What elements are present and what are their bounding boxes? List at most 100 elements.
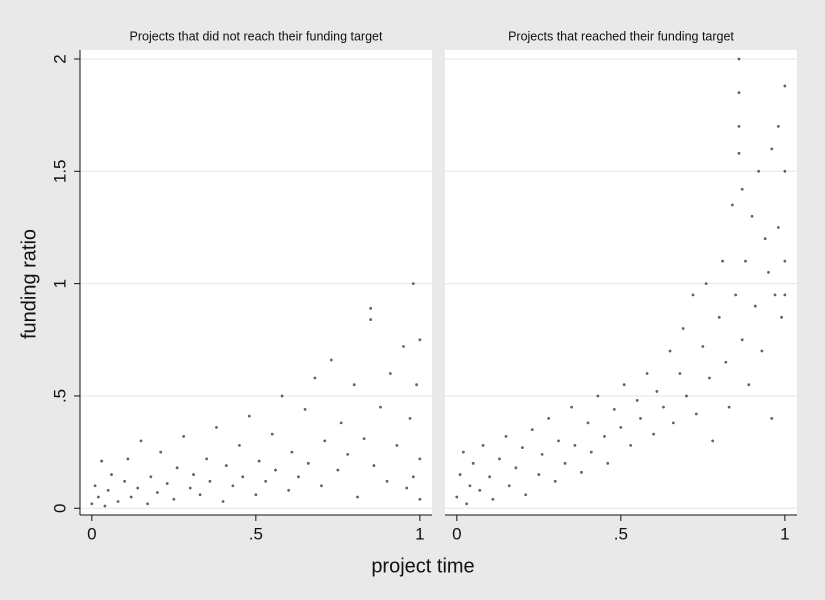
- point: [369, 318, 373, 321]
- y-tick-label: .5: [50, 389, 69, 403]
- point: [557, 439, 560, 443]
- point: [767, 270, 770, 274]
- point: [740, 187, 744, 191]
- point: [639, 417, 642, 420]
- point: [570, 405, 574, 409]
- point: [652, 432, 656, 436]
- point: [90, 502, 94, 506]
- point: [671, 421, 675, 425]
- point: [685, 394, 688, 398]
- point: [662, 405, 665, 409]
- point: [606, 461, 610, 465]
- point: [553, 479, 557, 483]
- point: [356, 495, 359, 499]
- point: [257, 459, 261, 463]
- point: [329, 358, 333, 362]
- y-tick-label: 0: [50, 504, 69, 513]
- point: [123, 479, 127, 483]
- panel-title: Projects that did not reach their fundin…: [130, 29, 383, 43]
- y-tick-label: 2: [50, 54, 69, 63]
- y-axis-label: funding ratio: [18, 229, 40, 339]
- point: [478, 488, 482, 492]
- point: [411, 282, 415, 286]
- point: [507, 484, 511, 488]
- point: [418, 338, 422, 342]
- point: [521, 446, 524, 450]
- point: [737, 91, 741, 95]
- point: [455, 495, 459, 499]
- point: [320, 484, 323, 488]
- point: [411, 475, 415, 479]
- plot-area: [445, 50, 797, 515]
- point: [93, 484, 97, 488]
- point: [783, 259, 787, 263]
- point: [156, 491, 159, 494]
- plot-area: [80, 50, 432, 515]
- point: [537, 473, 541, 476]
- point: [622, 383, 626, 387]
- point: [776, 226, 780, 229]
- point: [297, 475, 300, 479]
- point: [241, 475, 245, 479]
- point: [215, 425, 218, 429]
- point: [655, 390, 659, 393]
- point: [727, 405, 731, 409]
- point: [408, 417, 412, 420]
- point: [126, 457, 130, 461]
- x-tick-label: 1: [415, 524, 424, 543]
- point: [471, 461, 475, 465]
- point: [701, 345, 705, 348]
- point: [717, 315, 721, 319]
- point: [770, 147, 774, 151]
- point: [488, 475, 492, 479]
- point: [524, 493, 528, 497]
- point: [129, 495, 133, 499]
- x-tick-label: 1: [780, 524, 789, 543]
- point: [402, 345, 405, 348]
- point: [530, 428, 534, 432]
- point: [388, 372, 392, 375]
- point: [270, 432, 274, 436]
- point: [724, 360, 728, 364]
- point: [753, 304, 757, 308]
- point: [547, 417, 551, 420]
- point: [514, 466, 518, 470]
- point: [465, 502, 469, 506]
- panel-title: Projects that reached their funding targ…: [508, 29, 734, 43]
- point: [737, 151, 741, 155]
- point: [563, 461, 567, 465]
- point: [580, 470, 583, 474]
- point: [737, 124, 741, 128]
- point: [708, 376, 711, 380]
- x-tick-label: .5: [249, 524, 263, 543]
- point: [763, 237, 767, 241]
- point: [175, 466, 179, 470]
- point: [182, 434, 186, 438]
- point: [704, 282, 708, 286]
- point: [224, 464, 228, 467]
- point: [458, 473, 462, 476]
- point: [274, 468, 277, 472]
- point: [139, 439, 143, 443]
- point: [165, 482, 169, 485]
- point: [303, 408, 307, 411]
- point: [776, 124, 780, 128]
- point: [780, 315, 783, 319]
- point: [468, 484, 472, 488]
- point: [287, 488, 291, 492]
- point: [264, 479, 268, 483]
- point: [205, 457, 209, 461]
- point: [747, 383, 751, 387]
- point: [254, 493, 258, 497]
- point: [629, 443, 633, 447]
- point: [461, 450, 465, 454]
- y-tick-label: 1: [50, 279, 69, 288]
- point: [721, 259, 724, 263]
- point: [737, 57, 741, 61]
- point: [238, 443, 241, 447]
- point: [395, 443, 399, 447]
- panel-strip: [80, 27, 432, 47]
- x-tick-label: 0: [452, 524, 461, 543]
- point: [498, 457, 501, 461]
- point: [589, 450, 593, 454]
